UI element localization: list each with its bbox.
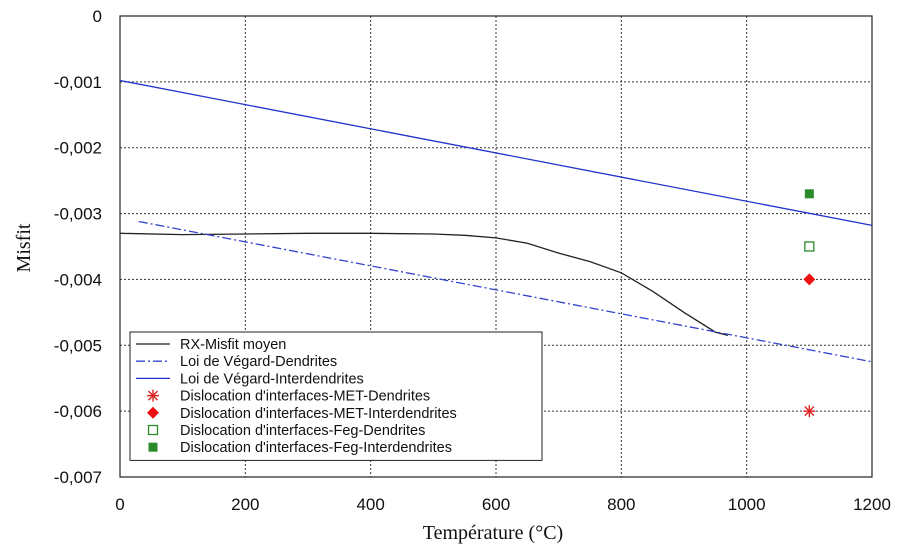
- x-axis-title: Température (°C): [423, 522, 563, 544]
- x-tick-label: 1200: [853, 495, 891, 514]
- plot-frame: [119, 15, 873, 478]
- data-point-5: [804, 241, 815, 252]
- y-tick-label: -0,006: [54, 402, 102, 421]
- legend-swatch: [147, 389, 159, 402]
- x-tick-label: 800: [607, 495, 635, 514]
- tick-labels: 0 200 400 600 800 1000 1200 0 -0,001 -0,002 -0,003…: [54, 7, 891, 514]
- series-line-1: [138, 220, 873, 363]
- plot-border: [119, 15, 873, 478]
- y-tick-label: 0: [93, 7, 102, 26]
- legend-label: Dislocation d'interfaces-Feg-Interdendri…: [180, 440, 452, 456]
- y-tick-label: -0,001: [54, 73, 102, 92]
- asterisk-stroke: [148, 390, 158, 401]
- legend-label: Loi de Végard-Interdendrites: [180, 371, 364, 387]
- data-point-3: [803, 405, 816, 418]
- legend-label: Loi de Végard-Dendrites: [180, 354, 337, 370]
- asterisk-stroke: [804, 406, 815, 417]
- y-tick-label: -0,003: [54, 205, 102, 224]
- data-point-4: [803, 273, 816, 286]
- legend-swatch: [147, 406, 159, 419]
- x-tick-label: 600: [482, 495, 510, 514]
- legend-label: Dislocation d'interfaces-MET-Dendrites: [180, 389, 430, 405]
- y-tick-label: -0,002: [54, 139, 102, 158]
- x-tick-label: 0: [115, 495, 124, 514]
- y-axis-title: Misfit: [13, 223, 35, 272]
- series-line-0: [119, 232, 729, 337]
- legend-label: RX-Misfit moyen: [180, 337, 286, 353]
- y-tick-label: -0,004: [54, 270, 102, 289]
- series-layer: [119, 79, 873, 418]
- legend-swatch: [147, 424, 159, 436]
- series-line-2: [119, 79, 873, 227]
- x-tick-label: 400: [356, 495, 384, 514]
- y-tick-label: -0,005: [54, 336, 102, 355]
- legend-swatch: [148, 442, 158, 452]
- x-tick-label: 1000: [728, 495, 766, 514]
- y-tick-label: -0,007: [54, 468, 102, 487]
- legend-box: [129, 331, 543, 461]
- legend-label: Dislocation d'interfaces-Feg-Dendrites: [180, 423, 425, 439]
- x-tick-label: 200: [231, 495, 259, 514]
- data-point-6: [804, 189, 814, 199]
- legend-label: Dislocation d'interfaces-MET-Interdendri…: [180, 406, 457, 422]
